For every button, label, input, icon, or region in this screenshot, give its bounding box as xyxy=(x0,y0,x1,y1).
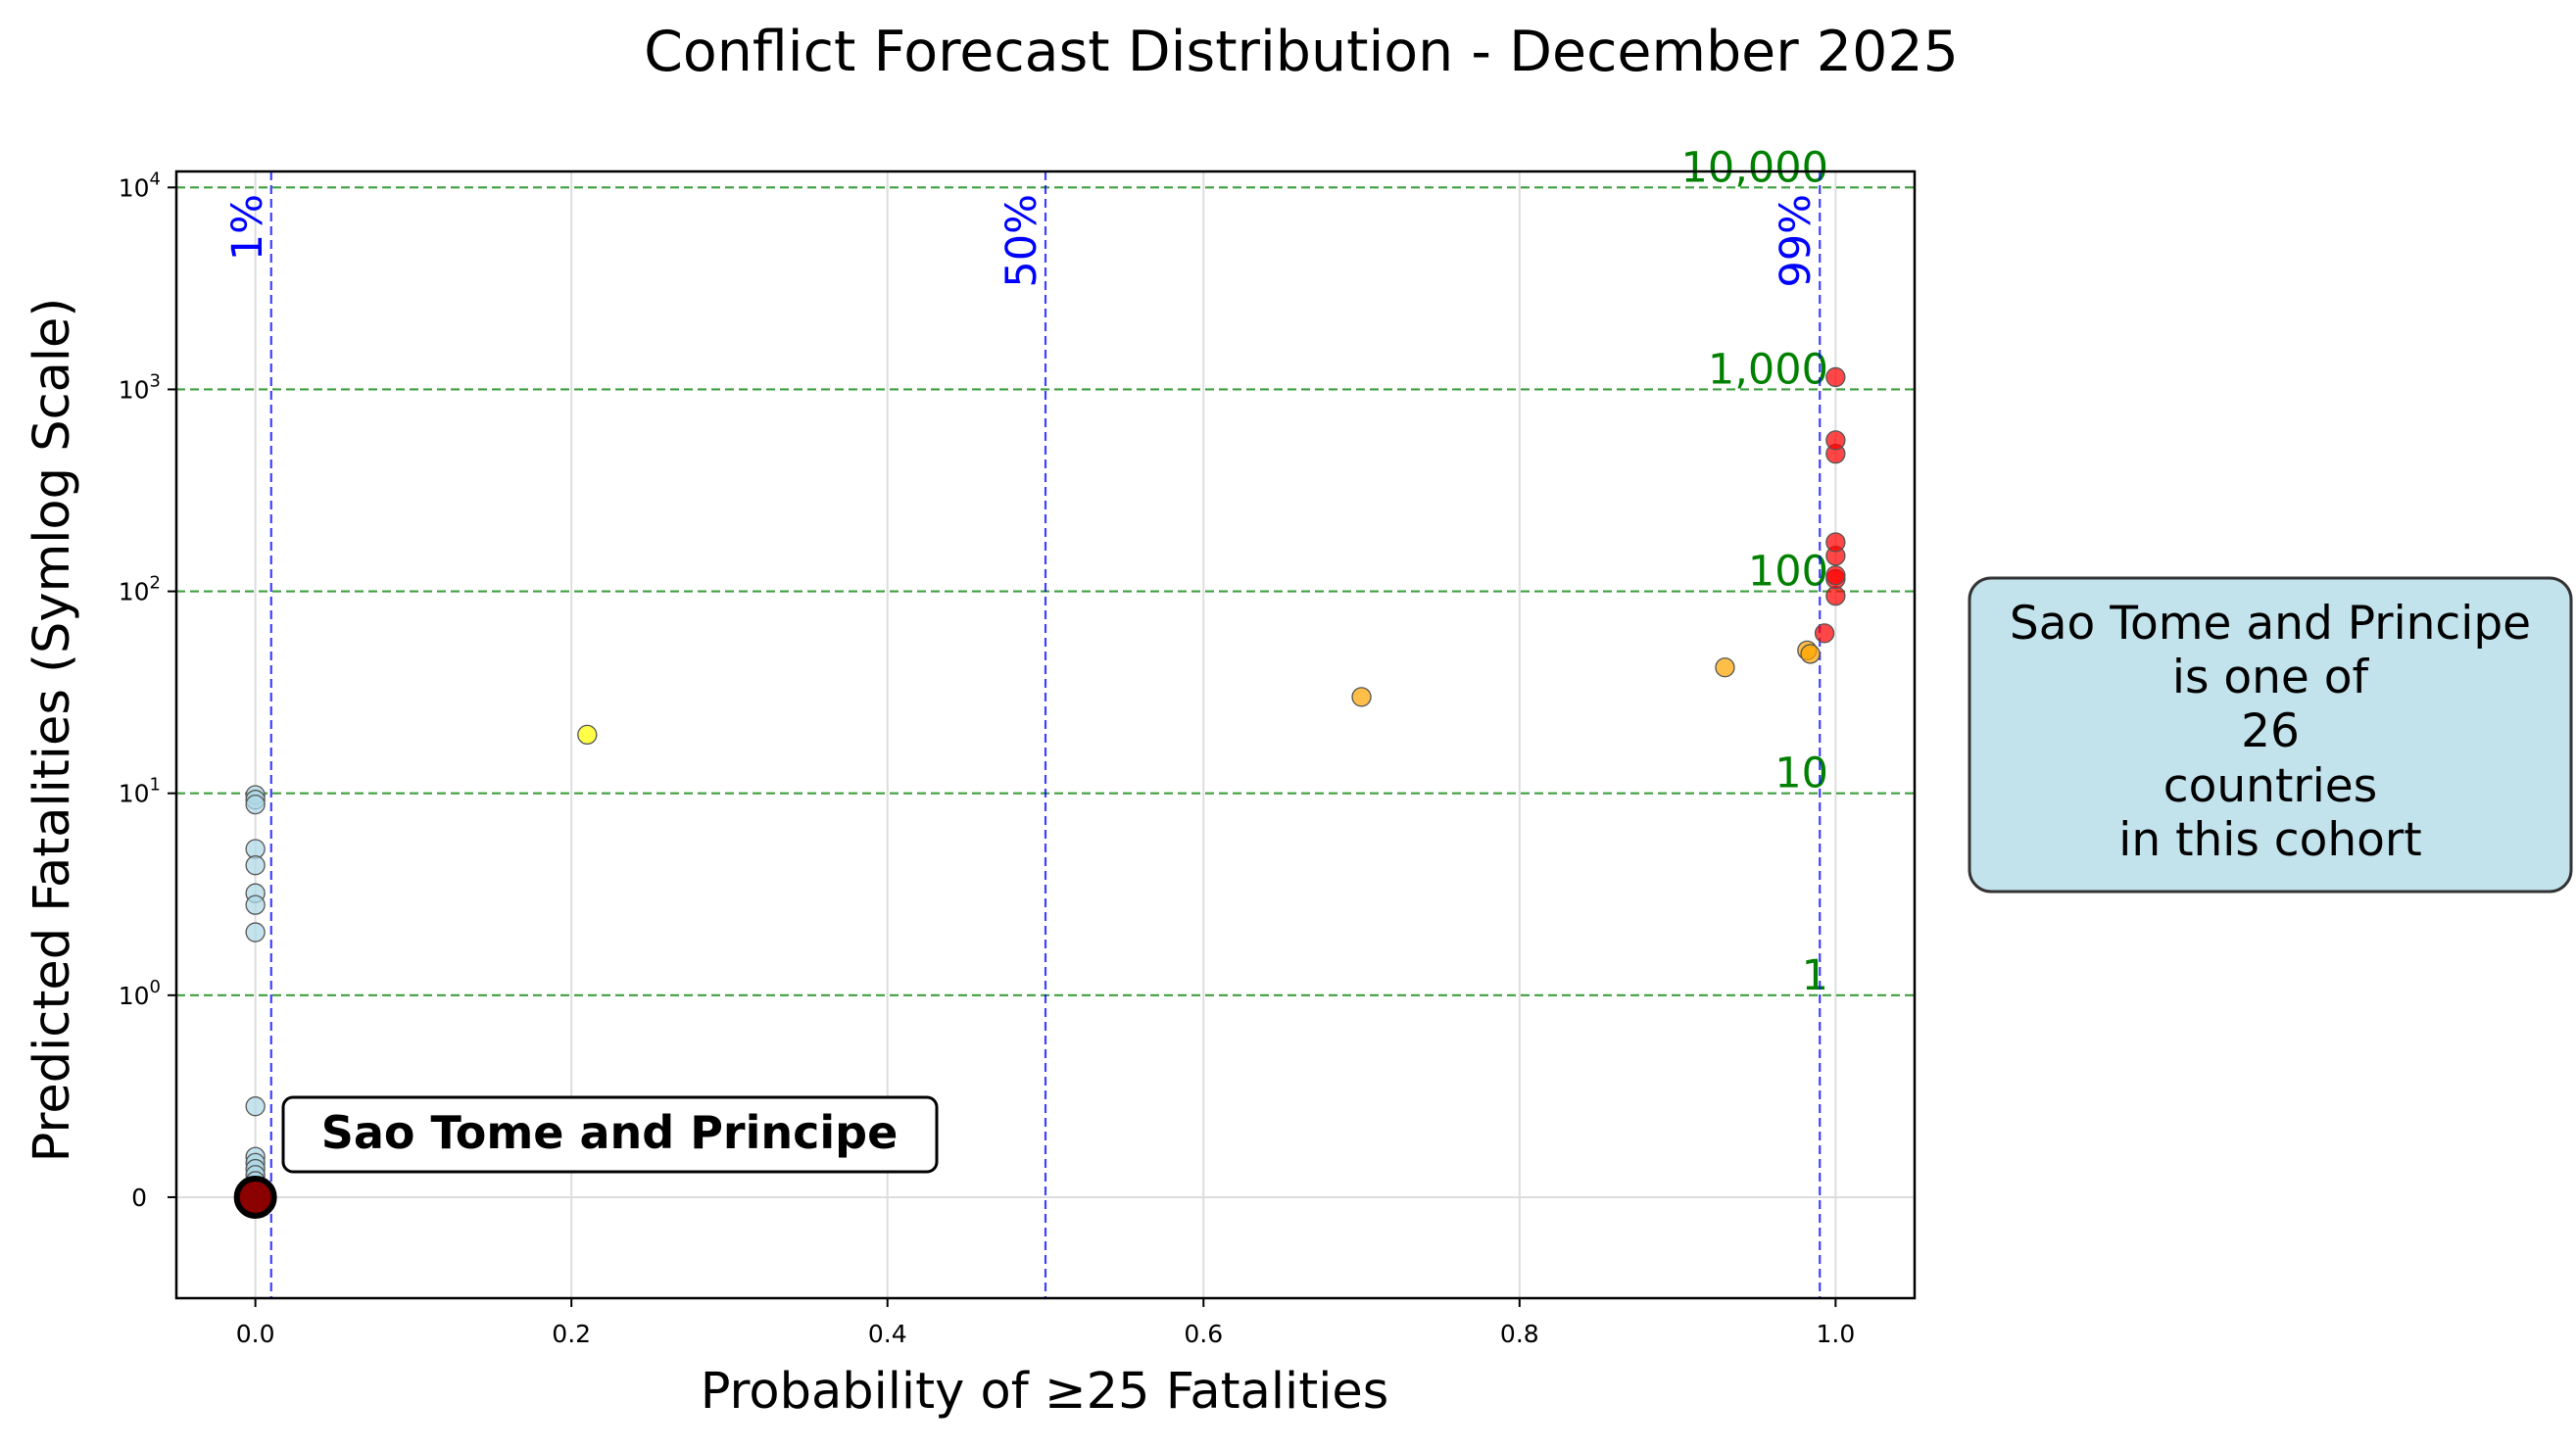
y-tick-label: 102 xyxy=(119,573,161,606)
data-point xyxy=(245,895,266,915)
x-tick-label: 0.2 xyxy=(552,1320,591,1348)
info-line-3: 26 xyxy=(2241,704,2300,758)
y-tick-label: 0 xyxy=(131,1184,147,1212)
y-tick-label: 104 xyxy=(119,169,161,202)
data-points xyxy=(233,366,1846,1219)
y-axis-label: Predicted Fatalities (Symlog Scale) xyxy=(24,298,81,1163)
v-reference-label: 99% xyxy=(1772,194,1821,288)
y-tick-label: 103 xyxy=(119,370,161,404)
plot-frame xyxy=(174,169,1917,1300)
data-point xyxy=(577,724,598,746)
h-reference-label: 10,000 xyxy=(1681,143,1828,192)
data-point xyxy=(1814,623,1835,644)
x-tick-label: 0.8 xyxy=(1500,1320,1539,1348)
h-reference-label: 1 xyxy=(1802,951,1828,1000)
chart-title: Conflict Forecast Distribution - Decembe… xyxy=(644,20,1959,84)
callout-box xyxy=(281,1095,939,1174)
info-line-5: in this cohort xyxy=(2118,813,2421,867)
y-tick-label: 101 xyxy=(119,775,161,808)
highlight-callout: Sao Tome and Principe xyxy=(281,1095,939,1174)
data-point xyxy=(1825,565,1846,586)
info-box: Sao Tome and Principe is one of 26 count… xyxy=(1968,576,2573,894)
info-line-4: countries xyxy=(2163,759,2377,813)
h-reference-label: 100 xyxy=(1748,548,1828,597)
info-line-2: is one of xyxy=(2172,651,2370,704)
callout-label: Sao Tome and Principe xyxy=(321,1106,899,1159)
data-point xyxy=(245,794,266,815)
v-reference-label: 50% xyxy=(997,194,1046,288)
data-point xyxy=(245,922,266,943)
grid-lines xyxy=(176,171,1915,1298)
data-point xyxy=(1715,657,1735,678)
info-line-1: Sao Tome and Principe xyxy=(2010,597,2531,651)
data-point xyxy=(1825,366,1846,388)
info-box-background xyxy=(1968,576,2573,894)
data-point xyxy=(1825,586,1846,606)
data-point xyxy=(245,1096,266,1117)
x-axis-label: Probability of ≥25 Fatalities xyxy=(701,1363,1389,1421)
v-reference-label: 1% xyxy=(223,194,272,261)
x-tick-label: 1.0 xyxy=(1816,1320,1855,1348)
axes: 0.0 0.2 0.4 0.6 0.8 1.0 0 100 101 102 103 104 xyxy=(119,169,1917,1348)
x-tick-label: 0.6 xyxy=(1184,1320,1223,1348)
data-point xyxy=(1825,430,1846,451)
data-point xyxy=(1825,532,1846,553)
data-point xyxy=(1351,687,1372,707)
highlight-point xyxy=(233,1175,277,1219)
data-point xyxy=(245,855,266,876)
y-tick-label: 100 xyxy=(119,977,161,1010)
x-tick-label: 0.0 xyxy=(236,1320,275,1348)
data-point xyxy=(1800,644,1821,664)
x-tick-label: 0.4 xyxy=(868,1320,907,1348)
h-reference-label: 1,000 xyxy=(1708,345,1828,394)
